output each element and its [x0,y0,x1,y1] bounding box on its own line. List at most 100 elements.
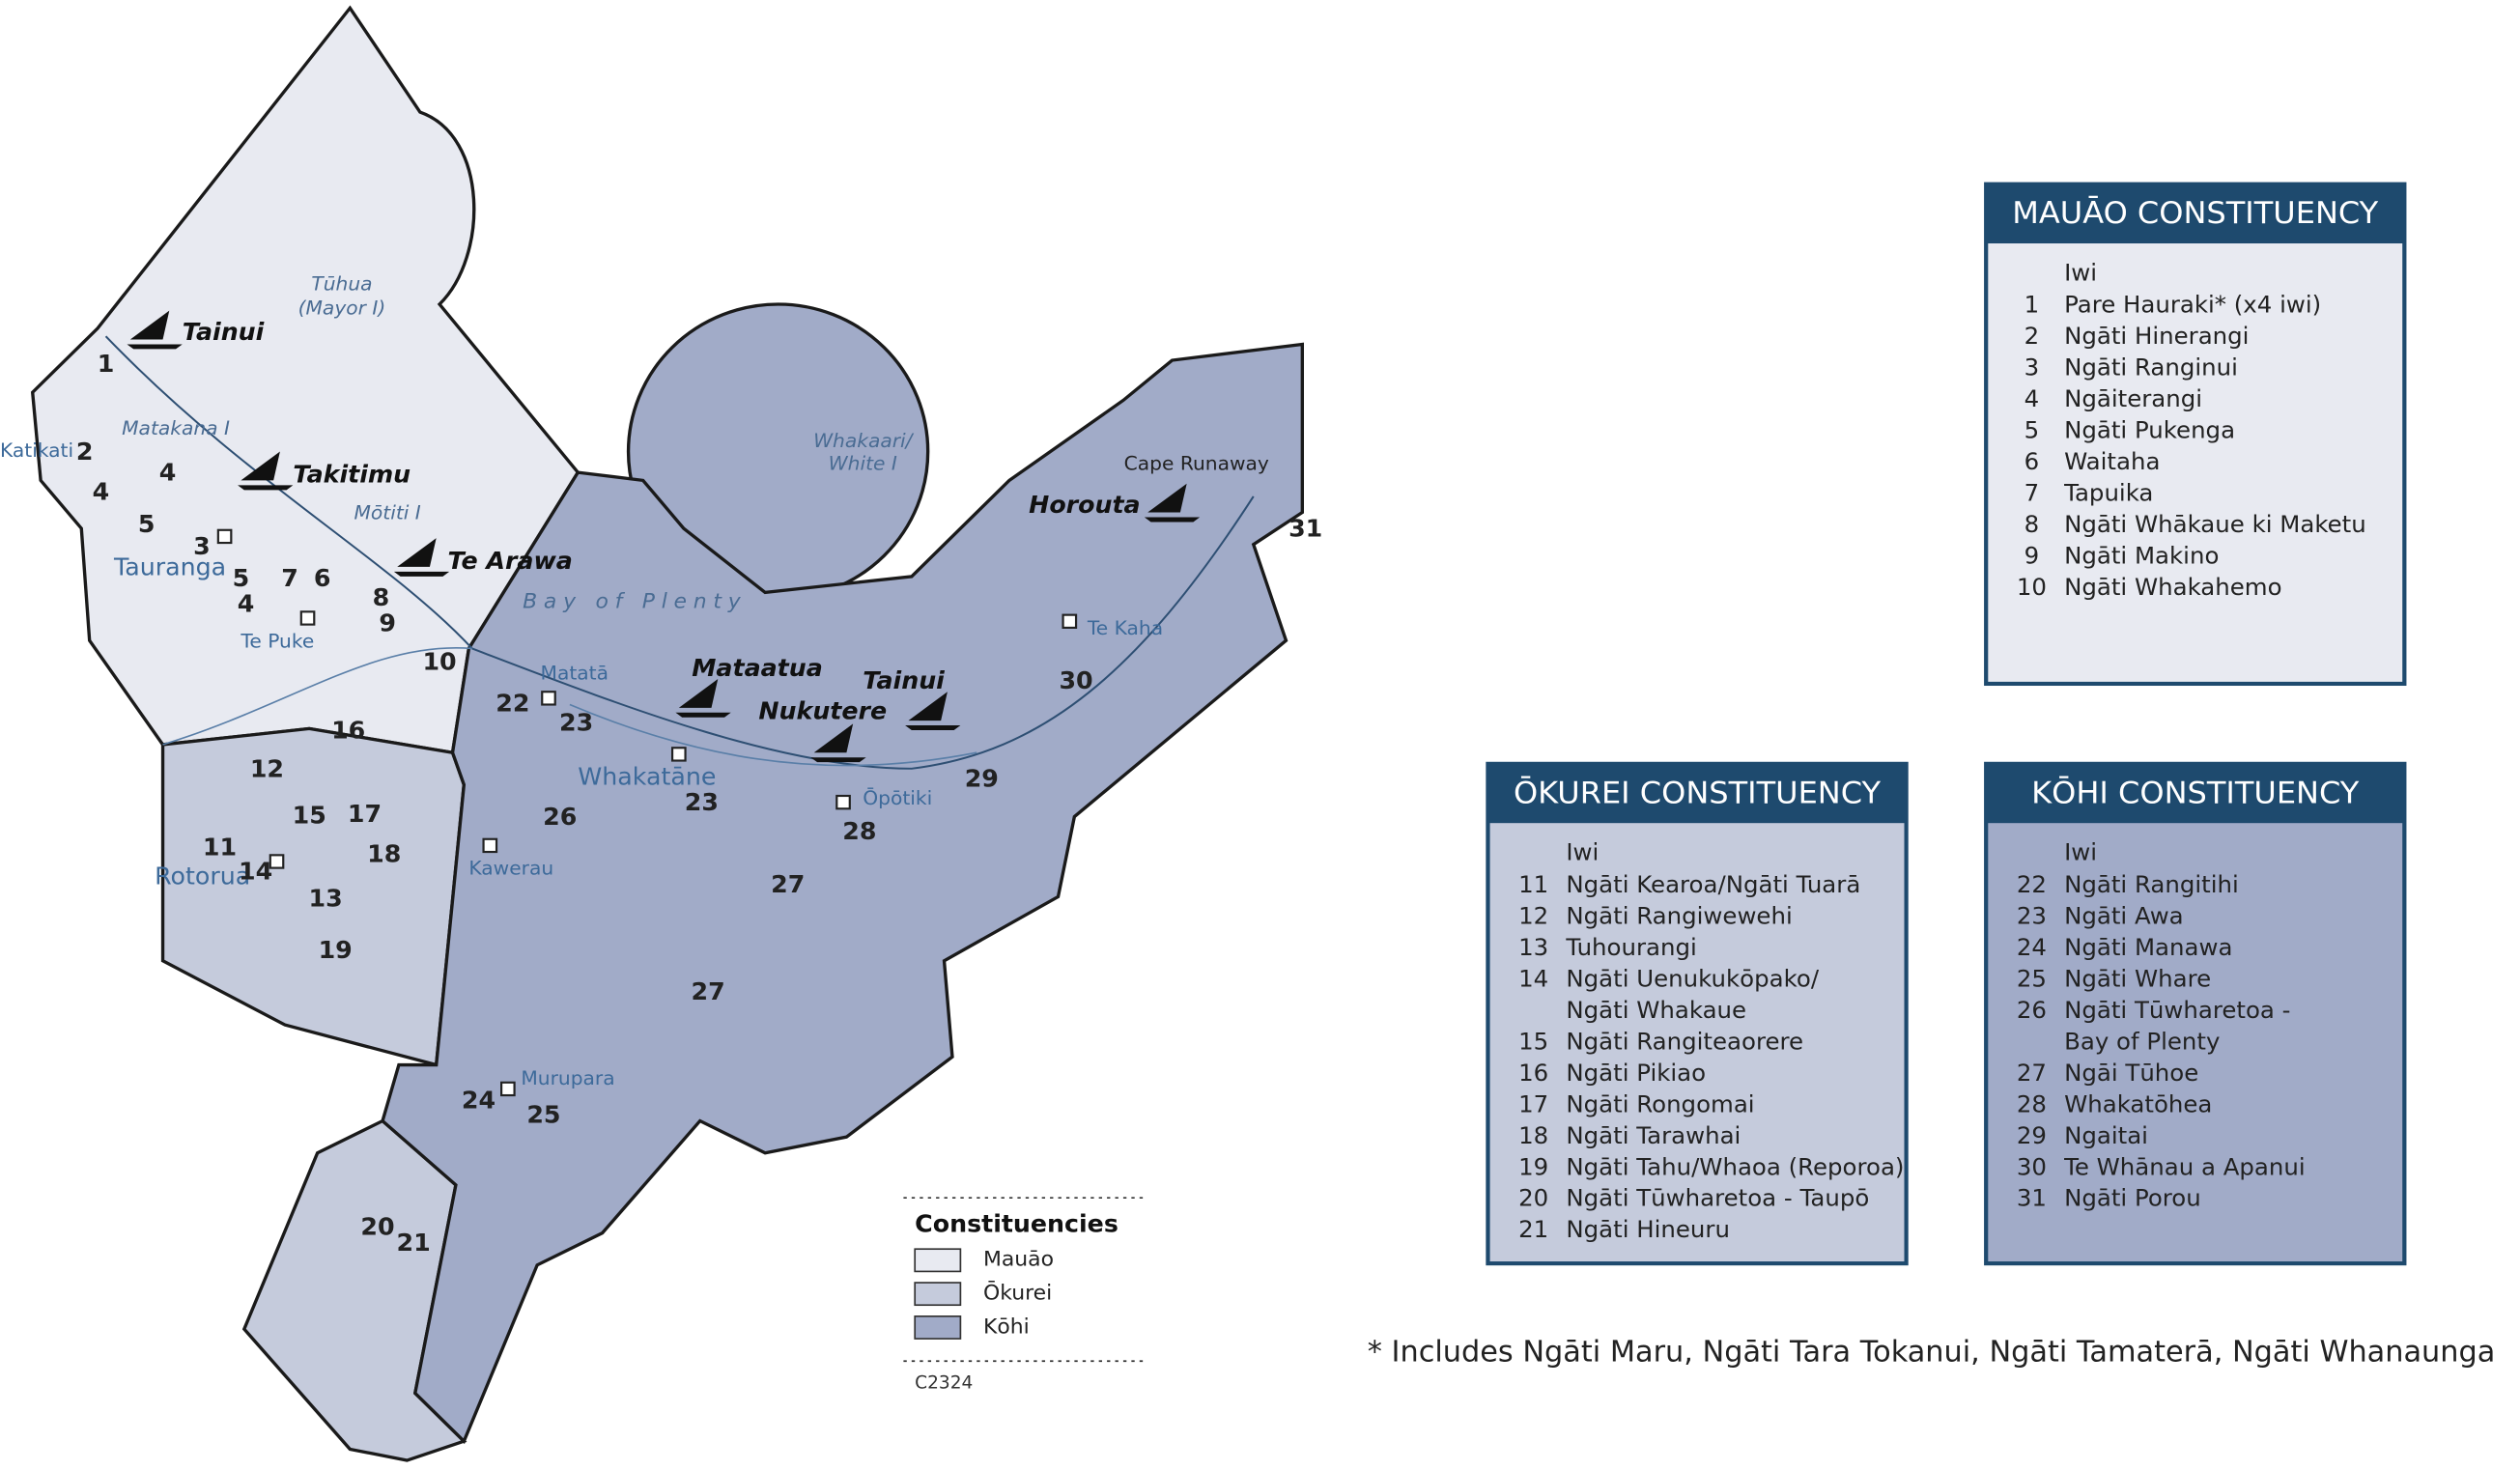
map-label: 6 [314,564,331,592]
panel-header [1487,763,1907,824]
map-label: Whakatāne [578,763,716,791]
panel-title: MAUĀO CONSTITUENCY [2012,195,2379,231]
map-label: 3 [193,532,211,560]
map-label: Matakana I [122,416,230,439]
iwi-name: Ngāti Rangitihi [2064,870,2239,898]
map-label: 13 [308,885,342,913]
iwi-name: Ngāti Awa [2064,901,2184,929]
legend-swatch [914,1248,962,1273]
canoe-icon [905,692,961,731]
map-label: Te Puke [240,629,314,652]
map-label: 29 [965,765,999,793]
iwi-number: 6 [2024,447,2040,475]
footnote: * Includes Ngāti Maru, Ngāti Tara Tokanu… [1368,1336,2496,1370]
iwi-number: 13 [1518,933,1548,961]
town-marker [299,610,316,626]
map-label: 12 [250,755,284,783]
map-label: Whakaari/ [813,429,915,452]
map-label: 5 [233,564,250,592]
map-label: White I [829,451,897,474]
iwi-number: 15 [1518,1027,1548,1055]
iwi-number: 17 [1518,1089,1548,1117]
map-label: 7 [281,564,298,592]
iwi-number: 30 [2017,1152,2047,1180]
map-label: Katikati [0,438,73,462]
map-label: 23 [685,788,719,816]
town-marker [269,854,285,869]
panel-body [1486,761,1909,1266]
legend-label: Mauāo [983,1248,1054,1272]
map-label: Mataatua [692,654,823,682]
map-label: 16 [331,717,365,745]
panel-column: Iwi [1566,838,1599,866]
canoe-icon [810,723,866,763]
map-label: Cape Runaway [1124,451,1269,474]
panel-header [1986,184,2405,244]
iwi-number: 31 [2017,1184,2047,1212]
iwi-name: Tuhourangi [1565,933,1696,961]
panel-header [1986,763,2405,824]
map-label: Tainui [863,666,945,694]
iwi-number: 1 [2024,291,2040,319]
canoe-icon [393,538,450,577]
map-label: Ōpōtiki [863,786,932,809]
iwi-number: 12 [1518,901,1548,929]
map-label: 17 [348,800,382,828]
legend-swatch [914,1315,962,1340]
canoe-icon [238,451,294,491]
iwi-number: 10 [2017,573,2047,601]
constituency-panel: MAUĀO CONSTITUENCY Iwi 1 Pare Hauraki* (x4 … [1984,182,2407,687]
town-marker [1062,613,1078,629]
map-label: 8 [373,583,390,611]
iwi-number: 19 [1518,1152,1548,1180]
map-label: Bay of Plenty [523,589,747,613]
map-label: Mōtiti I [354,501,420,524]
town-marker [216,528,233,545]
iwi-name: Whakatōhea [2064,1089,2212,1117]
iwi-name: Te Whānau a Apanui [2063,1152,2306,1180]
iwi-name: Ngāti Whare [2064,964,2211,992]
panel-body [1984,182,2407,687]
iwi-name: Ngāti Uenukukōpako/ [1566,964,1820,992]
iwi-name: Ngāti Rangiwewehi [1566,901,1792,929]
iwi-name: Ngāti Pukenga [2064,416,2235,444]
iwi-name: Pare Hauraki* (x4 iwi) [2064,291,2321,319]
iwi-number: 21 [1518,1215,1548,1243]
map-label: 27 [771,870,805,898]
iwi-name: Ngāti Ranginui [2064,353,2238,382]
map-label: Takitimu [293,461,411,489]
iwi-number: 11 [1518,870,1548,898]
legend-swatch [914,1282,962,1307]
map-label: 15 [293,802,326,830]
town-marker [541,691,556,706]
panel-body [1984,761,2407,1266]
iwi-number: 16 [1518,1059,1548,1087]
map-label: Horouta [1029,491,1140,519]
iwi-name: Ngāti Whakahemo [2064,573,2281,601]
map-label: 21 [397,1229,431,1257]
map-label: Te Kaha [1087,616,1163,639]
map-label: 4 [93,478,110,506]
iwi-number: 8 [2024,510,2040,538]
legend-label: Kōhi [983,1315,1030,1340]
legend-label: Ōkurei [983,1281,1052,1306]
iwi-name: Ngāti Tūwharetoa - [2064,996,2290,1024]
iwi-name: Ngāti Rongomai [1566,1089,1754,1117]
iwi-number: 24 [2017,933,2047,961]
map-label: Tūhua [311,272,372,296]
legend: Constituencies C2324 Mauāo Ōkurei Kōhi [903,1197,1148,1393]
iwi-number: 27 [2017,1059,2047,1087]
iwi-name: Ngāi Tūhoe [2064,1059,2198,1087]
map-label: Tauranga [113,553,226,581]
iwi-name: Ngāti Whakaue [1566,996,1746,1024]
iwi-number: 14 [1518,964,1548,992]
town-marker [482,837,498,854]
map-label: 31 [1288,515,1322,543]
map-label: 14 [239,858,272,886]
canoe-icon [675,678,731,718]
map-label: 27 [692,977,725,1005]
iwi-number: 22 [2017,870,2047,898]
iwi-name: Ngāti Whākaue ki Maketu [2064,510,2366,538]
iwi-name: Waitaha [2064,447,2160,475]
